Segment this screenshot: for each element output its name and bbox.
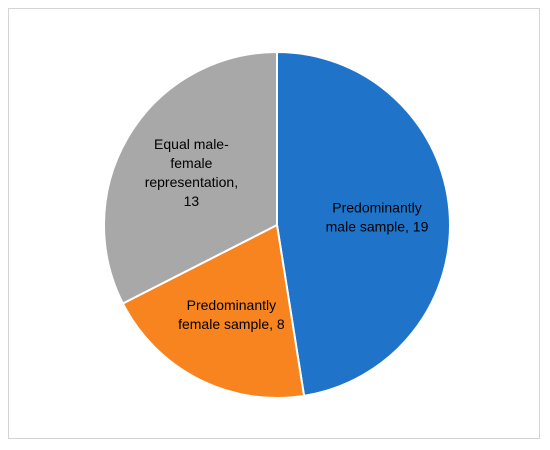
label-line: Equal male- (154, 136, 229, 152)
label-line: representation, (145, 174, 238, 190)
label-line: male sample, 19 (326, 219, 429, 235)
label-line: Predominantly (332, 200, 422, 216)
slice-predominantly-male-label: Predominantly male sample, 19 (326, 200, 429, 235)
label-line: female sample, 8 (178, 316, 285, 332)
label-line: 13 (184, 193, 200, 209)
slice-predominantly-male (276, 51, 451, 397)
slice-equal-representation-label: Equal male-female representation, 13 (145, 136, 238, 209)
slice-predominantly-female (121, 224, 306, 399)
pie-slices (103, 51, 451, 399)
slice-predominantly-female-label: Predominantly female sample, 8 (178, 297, 285, 332)
slice-equal-representation (103, 51, 278, 305)
pie-labels: Predominantly male sample, 19Predominantl… (145, 136, 429, 332)
label-line: female (170, 155, 212, 171)
label-line: Predominantly (187, 297, 277, 313)
